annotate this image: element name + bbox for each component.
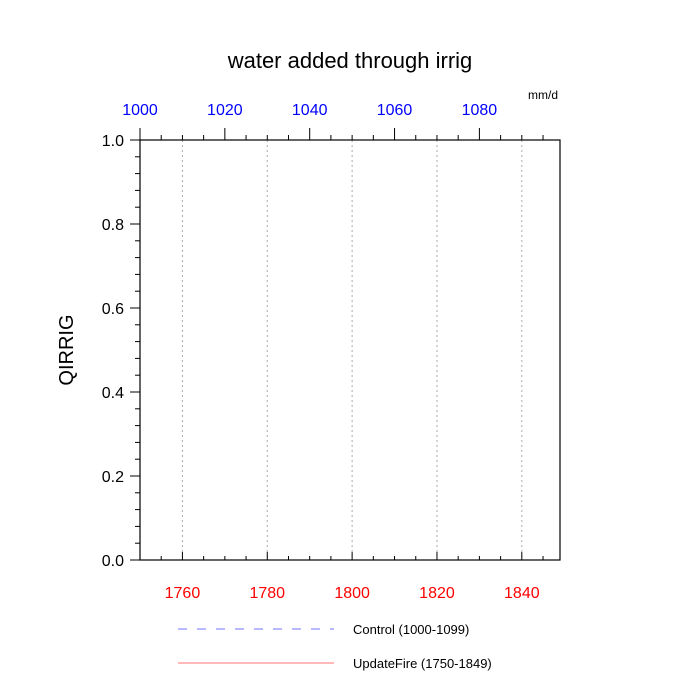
tick-labels: 1760 1780 1800 1820 1840 1000 1020 1040 1060 1080… [102,102,540,602]
legend-label: UpdateFire (1750-1849) [353,656,492,671]
axis-ticks [130,128,544,561]
x-bottom-tick-label: 1780 [249,585,285,602]
y-tick-label: 1.0 [102,133,124,150]
x-bottom-tick-label: 1760 [165,585,201,602]
chart-title: water added through irrig [227,48,473,73]
grid-lines [181,140,523,560]
y-tick-label: 0.0 [102,553,124,570]
x-top-tick-label: 1080 [462,102,498,119]
units-label: mm/d [528,88,558,102]
plot-frame [139,139,561,561]
legend-label: Control (1000-1099) [353,622,469,637]
x-bottom-tick-label: 1840 [504,585,540,602]
x-top-tick-label: 1000 [122,102,158,119]
y-tick-label: 0.6 [102,301,124,318]
x-top-tick-label: 1020 [207,102,243,119]
legend: Control (1000-1099) UpdateFire (1750-1849… [178,622,492,671]
y-axis-label: QIRRIG [56,314,78,385]
y-tick-label: 0.8 [102,217,124,234]
x-top-tick-label: 1040 [292,102,328,119]
y-tick-label: 0.2 [102,469,124,486]
x-bottom-tick-label: 1820 [419,585,455,602]
x-bottom-tick-label: 1800 [334,585,370,602]
x-top-tick-label: 1060 [377,102,413,119]
y-tick-label: 0.4 [102,385,124,402]
